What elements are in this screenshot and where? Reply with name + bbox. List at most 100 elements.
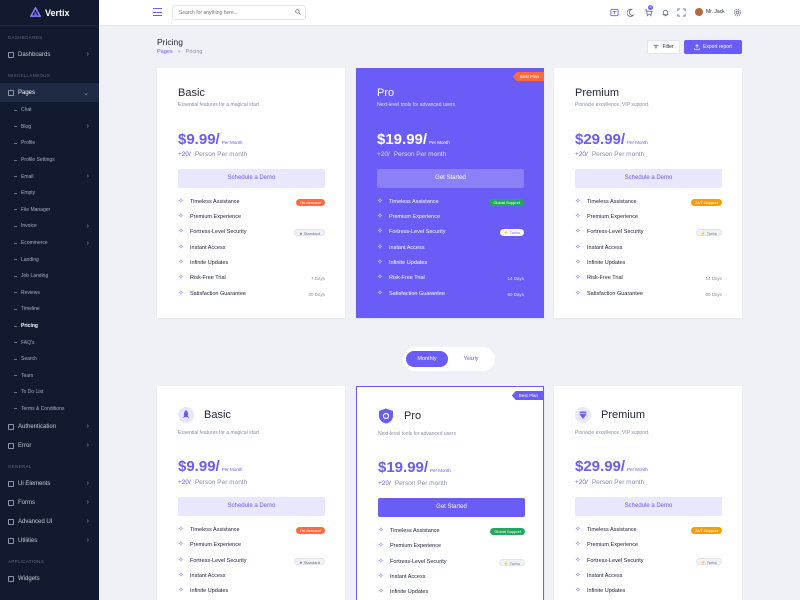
sparkle-icon: ✧ [377, 228, 383, 235]
sidebar-sub-chat[interactable]: Chat [0, 102, 99, 119]
plan-card-basic-alt: Basic Essential features for a magical s… [157, 386, 345, 600]
sparkle-icon: ✧ [377, 290, 383, 297]
feature-item: ✧ Instant Access [378, 572, 525, 582]
sidebar-sub-email[interactable]: Email › [0, 168, 99, 185]
plan-card-pro-alt: Best Plan Pro Next-level tools for advan… [356, 386, 544, 600]
plan-price: $9.99/Per Month [178, 131, 242, 148]
lock-icon [8, 423, 14, 430]
sidebar-item-label: Widgets [18, 575, 40, 582]
user-name[interactable]: Mr. Jack [706, 9, 725, 15]
export-report-button[interactable]: Export report [684, 40, 742, 54]
sidebar-sub-landing[interactable]: Landing [0, 251, 99, 268]
feature-item: ✧ Timeless Assistance 24/7 Support [575, 525, 722, 535]
sidebar-item-dashboards[interactable]: Dashboards › [0, 45, 99, 64]
feature-item: ✧ Fortress-Level Security ★ Standard [178, 556, 325, 566]
sidebar-sub-faqs[interactable]: FAQ's [0, 334, 99, 351]
search-input[interactable] [172, 5, 306, 20]
feature-item: ✧ Timeless Assistance Global Support [377, 197, 524, 207]
feature-tag: Global Support [490, 527, 525, 535]
sub-label: Timeline [21, 306, 40, 313]
feature-item: ✧ Premium Experience [378, 541, 525, 551]
sidebar-item-advanced-ui[interactable]: Advanced UI › [0, 512, 99, 531]
plan-name: Premium [601, 409, 646, 421]
breadcrumb-separator: » [177, 49, 181, 55]
utilities-icon [8, 537, 14, 544]
avatar[interactable] [695, 8, 703, 16]
sidebar-item-forms[interactable]: Forms › [0, 493, 99, 512]
feature-item: ✧ Fortress-Level Security ⚡ Turbo [575, 556, 722, 566]
tag-label: Standard [303, 559, 320, 565]
sidebar-sub-profile-settings[interactable]: Profile Settings [0, 152, 99, 169]
sidebar-item-label: Ui Elements [18, 480, 51, 487]
sidebar-item-widgets[interactable]: Widgets [0, 569, 99, 588]
sidebar-item-error[interactable]: Error › [0, 436, 99, 455]
feature-tag: 24/7 Support [691, 526, 722, 534]
cart-icon[interactable] [644, 8, 653, 17]
sparkle-icon: ✧ [377, 274, 383, 281]
feature-item: ✧ Satisfaction Guarantee 60 Days [377, 289, 524, 299]
sidebar-item-ui-elements[interactable]: Ui Elements › [0, 474, 99, 493]
plan-extra: +20/Person Per month [178, 151, 247, 158]
sidebar-sub-pricing[interactable]: Pricing [0, 318, 99, 335]
feature-days: 60 Days [705, 291, 722, 297]
sparkle-icon: ✧ [575, 198, 581, 205]
sub-label: Blog [21, 123, 32, 130]
sidebar-sub-search[interactable]: Search [0, 351, 99, 368]
sidebar-sub-invoice[interactable]: Invoice › [0, 218, 99, 235]
plan-extra: +20/Person Per month [178, 479, 247, 486]
sub-label: Empty [21, 190, 36, 197]
sidebar-sub-todo[interactable]: To Do List [0, 384, 99, 401]
feature-item: ✧ Risk-Free Trial 7 Days [178, 273, 325, 283]
sidebar-item-label: Dashboards [18, 51, 51, 58]
sidebar-sub-team[interactable]: Team [0, 368, 99, 385]
schedule-demo-button[interactable]: Schedule a Demo [178, 497, 325, 516]
feature-item: ✧ Infinite Updates [178, 586, 325, 596]
monthly-option[interactable]: Monthly [406, 351, 448, 367]
breadcrumb-home[interactable]: Pages [157, 49, 173, 55]
filter-label: Filter [662, 44, 674, 50]
plan-description: Essential features for a magical start [178, 430, 259, 436]
bell-icon[interactable] [661, 8, 670, 17]
sidebar-sub-job-landing[interactable]: Job Landing [0, 268, 99, 285]
yearly-option[interactable]: Yearly [463, 356, 479, 362]
sub-label: Invoice [21, 223, 37, 230]
sparkle-icon: ✧ [575, 587, 581, 594]
app-logo[interactable]: Vertix [0, 0, 99, 26]
sidebar-item-utilities[interactable]: Utilities › [0, 531, 99, 550]
get-started-button[interactable]: Get Started [377, 169, 524, 188]
sidebar-sub-profile[interactable]: Profile [0, 135, 99, 152]
sidebar-sub-file-manager[interactable]: File Manager [0, 202, 99, 219]
sidebar-sub-terms[interactable]: Terms & Conditions [0, 401, 99, 418]
gear-icon[interactable] [733, 8, 742, 17]
sparkle-icon: ✧ [377, 244, 383, 251]
menu-toggle-icon[interactable] [153, 8, 162, 16]
sparkle-icon: ✧ [575, 228, 581, 235]
feature-label: Infinite Updates [390, 589, 429, 595]
get-started-button[interactable]: Get Started [378, 498, 525, 517]
chevron-right-icon: › [86, 423, 89, 431]
sidebar-item-authentication[interactable]: Authentication › [0, 417, 99, 436]
moon-icon[interactable] [627, 8, 636, 17]
sidebar-sub-blog[interactable]: Blog › [0, 119, 99, 136]
schedule-demo-button[interactable]: Schedule a Demo [575, 497, 722, 516]
fullscreen-icon[interactable] [677, 8, 686, 17]
sidebar-sub-timeline[interactable]: Timeline [0, 301, 99, 318]
language-icon[interactable] [610, 8, 619, 17]
feature-label: Infinite Updates [587, 588, 626, 594]
sidebar-section-general: GENERAL [8, 464, 32, 470]
feature-tag: ⚡ Turbo [498, 558, 525, 566]
sidebar-item-pages[interactable]: Pages ⌄ [0, 83, 99, 102]
filter-button[interactable]: Filter [647, 40, 680, 54]
main-content: Pricing Pages » Pricing Filter Export repo… [99, 26, 800, 600]
feature-label: Fortress-Level Security [390, 559, 447, 565]
schedule-demo-button[interactable]: Schedule a Demo [575, 169, 722, 188]
sidebar-sub-ecommerce[interactable]: Ecommerce › [0, 235, 99, 252]
sidebar-sub-reviews[interactable]: Reviews [0, 285, 99, 302]
sidebar-item-label: Utilities [18, 537, 38, 544]
search-icon[interactable] [295, 9, 301, 15]
chevron-right-icon: › [86, 51, 89, 58]
schedule-demo-button[interactable]: Schedule a Demo [178, 169, 325, 188]
sidebar-sub-empty[interactable]: Empty [0, 185, 99, 202]
feature-item: ✧ Fortress-Level Security ★ Standard [178, 227, 325, 237]
feature-item: ✧ Timeless Assistance Global Support [378, 526, 525, 536]
